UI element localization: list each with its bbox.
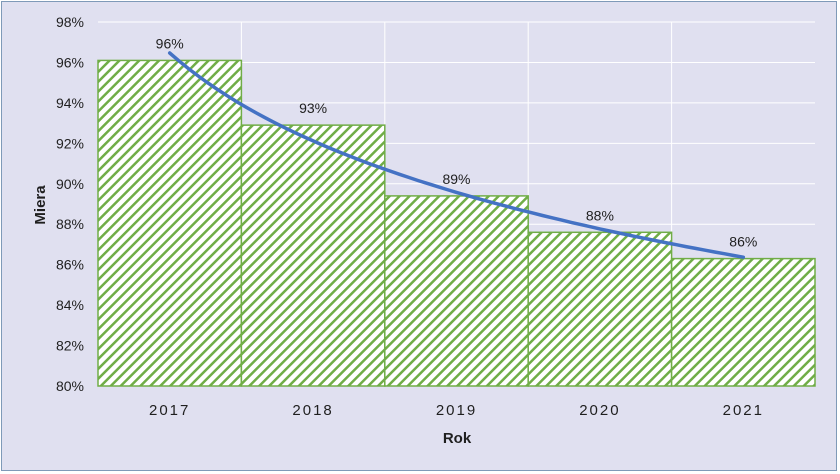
y-tick-label: 86% (56, 257, 84, 273)
bar-2020 (527, 231, 673, 387)
y-tick-label: 96% (56, 54, 84, 70)
x-tick-label: 2021 (723, 402, 764, 419)
data-labels: 96% 93% 89% 88% 86% (156, 35, 758, 249)
y-tick-label: 90% (56, 176, 84, 192)
data-label: 96% (156, 35, 184, 51)
trendline (167, 51, 746, 259)
data-label: 86% (729, 234, 757, 250)
x-tick-label: 2017 (149, 402, 190, 419)
y-tick-label: 98% (56, 14, 84, 30)
bars (97, 59, 816, 387)
y-tick-label: 94% (56, 95, 84, 111)
bar-2017 (97, 59, 243, 387)
bar-2018 (240, 124, 386, 387)
y-tick-label: 88% (56, 216, 84, 232)
x-axis-ticks: 2017 2018 2019 2020 2021 (149, 402, 764, 419)
x-tick-label: 2019 (436, 402, 477, 419)
x-axis-title: Rok (443, 430, 472, 447)
y-tick-label: 82% (56, 338, 84, 354)
y-tick-label: 92% (56, 135, 84, 151)
y-tick-label: 84% (56, 297, 84, 313)
x-tick-label: 2020 (579, 402, 620, 419)
x-tick-label: 2018 (292, 402, 333, 419)
trendline-path (167, 51, 746, 259)
y-axis-title: Miera (32, 185, 49, 225)
y-tick-label: 80% (56, 378, 84, 394)
y-axis-ticks: 80% 82% 84% 86% 88% 90% 92% 94% 96% 98% (56, 14, 84, 394)
data-label: 88% (586, 207, 614, 223)
bar-2019 (384, 195, 529, 387)
data-label: 93% (299, 100, 327, 116)
bar-2021 (670, 257, 816, 387)
data-label: 89% (442, 171, 470, 187)
